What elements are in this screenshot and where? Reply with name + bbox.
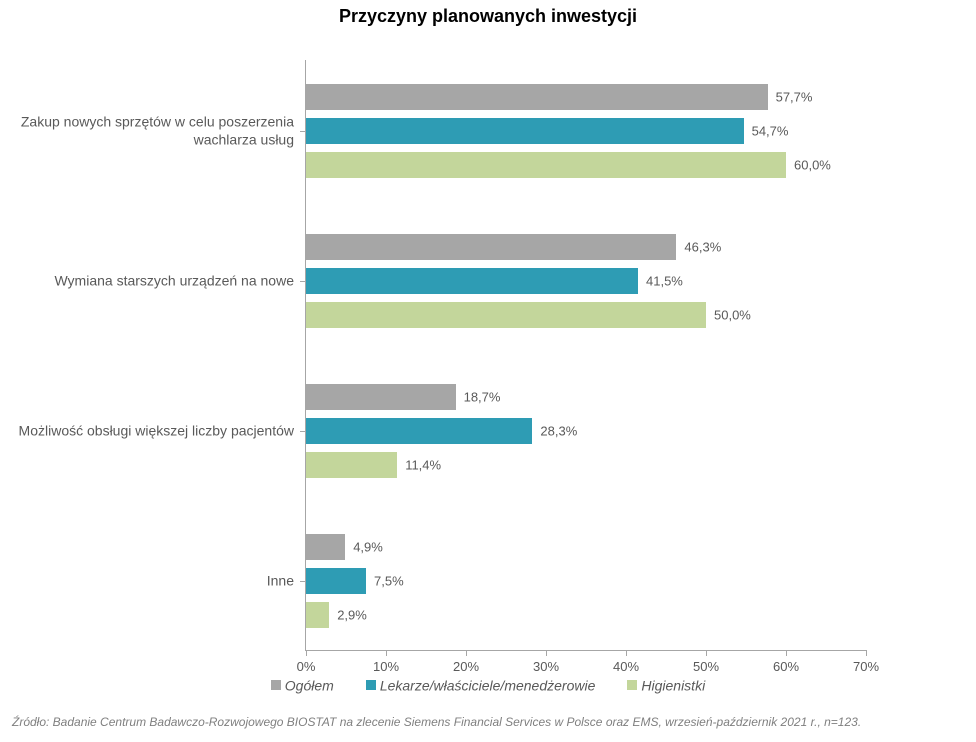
- legend-item: Ogółem: [271, 676, 334, 693]
- bar-value-label: 18,7%: [456, 390, 501, 405]
- category-label: Możliwość obsługi większej liczby pacjen…: [14, 422, 306, 440]
- x-axis-tick-label: 20%: [453, 659, 479, 674]
- x-axis-tick-label: 40%: [613, 659, 639, 674]
- category-group: Inne4,9%7,5%2,9%: [306, 534, 866, 628]
- plot-area: 0%10%20%30%40%50%60%70%Zakup nowych sprz…: [305, 60, 866, 651]
- legend-item: Higienistki: [627, 676, 705, 693]
- bar: 54,7%: [306, 118, 744, 144]
- legend-label: Ogółem: [285, 677, 334, 693]
- category-group: Możliwość obsługi większej liczby pacjen…: [306, 384, 866, 478]
- x-axis-tick-label: 0%: [297, 659, 316, 674]
- chart-container: Przyczyny planowanych inwestycji 0%10%20…: [0, 0, 976, 742]
- bar: 18,7%: [306, 384, 456, 410]
- bar: 28,3%: [306, 418, 532, 444]
- bar: 46,3%: [306, 234, 676, 260]
- category-group: Wymiana starszych urządzeń na nowe46,3%4…: [306, 234, 866, 328]
- x-axis-tick: [626, 650, 627, 656]
- bar-value-label: 41,5%: [638, 274, 683, 289]
- x-axis-tick: [546, 650, 547, 656]
- bar: 11,4%: [306, 452, 397, 478]
- bar: 60,0%: [306, 152, 786, 178]
- bar-value-label: 4,9%: [345, 540, 383, 555]
- x-axis-tick-label: 30%: [533, 659, 559, 674]
- x-axis-tick: [786, 650, 787, 656]
- legend: Ogółem Lekarze/właściciele/menedżerowie Hi…: [0, 676, 976, 693]
- legend-swatch: [627, 680, 637, 690]
- category-group: Zakup nowych sprzętów w celu poszerzenia…: [306, 84, 866, 178]
- legend-label: Lekarze/właściciele/menedżerowie: [380, 677, 596, 693]
- source-note: Źródło: Badanie Centrum Badawczo-Rozwojo…: [12, 715, 964, 729]
- bar-value-label: 50,0%: [706, 308, 751, 323]
- legend-item: Lekarze/właściciele/menedżerowie: [366, 676, 596, 693]
- x-axis-tick: [386, 650, 387, 656]
- legend-swatch: [271, 680, 281, 690]
- bar-value-label: 7,5%: [366, 574, 404, 589]
- x-axis-tick-label: 60%: [773, 659, 799, 674]
- bar-value-label: 28,3%: [532, 424, 577, 439]
- x-axis-tick: [866, 650, 867, 656]
- bar-value-label: 2,9%: [329, 608, 367, 623]
- category-label: Zakup nowych sprzętów w celu poszerzenia…: [14, 114, 306, 149]
- bar: 50,0%: [306, 302, 706, 328]
- legend-label: Higienistki: [641, 677, 705, 693]
- bar-value-label: 54,7%: [744, 124, 789, 139]
- bar: 41,5%: [306, 268, 638, 294]
- bar: 2,9%: [306, 602, 329, 628]
- bar-value-label: 60,0%: [786, 158, 831, 173]
- legend-swatch: [366, 680, 376, 690]
- x-axis-tick: [466, 650, 467, 656]
- x-axis-tick-label: 10%: [373, 659, 399, 674]
- x-axis-tick-label: 50%: [693, 659, 719, 674]
- x-axis-tick: [306, 650, 307, 656]
- category-label: Wymiana starszych urządzeń na nowe: [14, 272, 306, 290]
- x-axis-tick: [706, 650, 707, 656]
- bar-value-label: 11,4%: [397, 458, 441, 473]
- chart-title: Przyczyny planowanych inwestycji: [0, 6, 976, 27]
- bar-value-label: 57,7%: [768, 90, 813, 105]
- x-axis-tick-label: 70%: [853, 659, 879, 674]
- bar: 7,5%: [306, 568, 366, 594]
- bar: 4,9%: [306, 534, 345, 560]
- bar-value-label: 46,3%: [676, 240, 721, 255]
- bar: 57,7%: [306, 84, 768, 110]
- category-label: Inne: [14, 572, 306, 590]
